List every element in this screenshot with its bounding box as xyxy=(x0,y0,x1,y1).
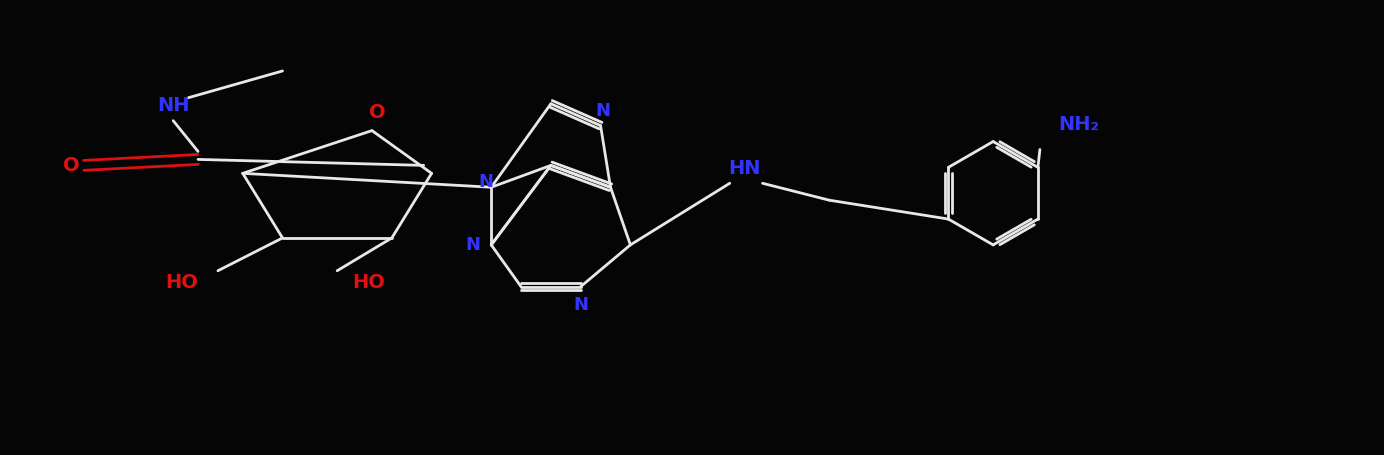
Text: N: N xyxy=(479,173,494,191)
Text: HO: HO xyxy=(352,273,385,292)
Text: O: O xyxy=(368,103,385,122)
Text: N: N xyxy=(466,236,480,254)
Text: NH: NH xyxy=(156,96,190,115)
Text: HO: HO xyxy=(165,273,198,292)
Text: O: O xyxy=(64,156,80,175)
Text: N: N xyxy=(573,296,588,313)
Text: N: N xyxy=(595,102,610,120)
Text: NH₂: NH₂ xyxy=(1057,115,1099,134)
Text: HN: HN xyxy=(728,159,761,178)
